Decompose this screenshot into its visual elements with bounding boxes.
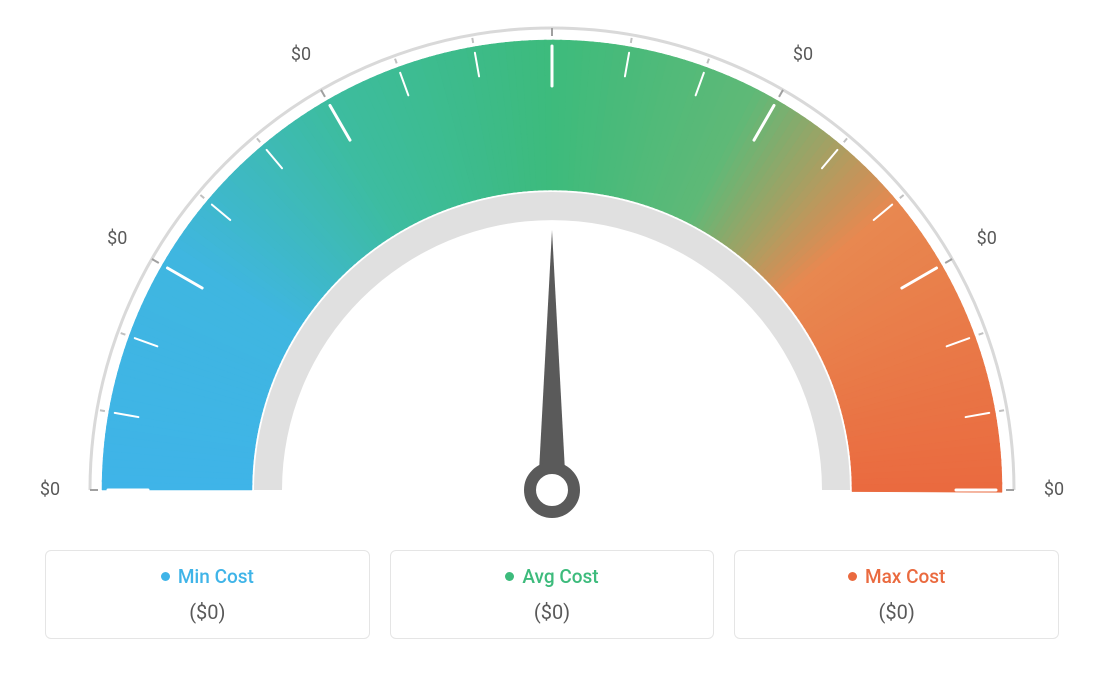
legend-label-min: Min Cost [161, 565, 254, 588]
svg-text:$0: $0 [291, 44, 311, 65]
legend-value-avg: ($0) [391, 600, 714, 624]
legend-label-max: Max Cost [848, 565, 945, 588]
legend-dot-max [848, 572, 857, 581]
svg-text:$0: $0 [793, 44, 813, 65]
legend-text-avg: Avg Cost [522, 565, 598, 588]
legend-label-avg: Avg Cost [505, 565, 598, 588]
svg-text:$0: $0 [107, 228, 127, 249]
legend-dot-avg [505, 572, 514, 581]
legend-dot-min [161, 572, 170, 581]
legend-row: Min Cost ($0) Avg Cost ($0) Max Cost ($0… [0, 550, 1104, 639]
legend-text-max: Max Cost [865, 565, 945, 588]
legend-value-max: ($0) [735, 600, 1058, 624]
gauge-svg: $0$0$0$0$0$0$0 [0, 0, 1104, 540]
gauge-chart: $0$0$0$0$0$0$0 [0, 0, 1104, 540]
svg-text:$0: $0 [40, 479, 60, 500]
legend-card-min: Min Cost ($0) [45, 550, 370, 639]
legend-card-max: Max Cost ($0) [734, 550, 1059, 639]
svg-text:$0: $0 [977, 228, 997, 249]
svg-text:$0: $0 [1044, 479, 1064, 500]
legend-card-avg: Avg Cost ($0) [390, 550, 715, 639]
legend-text-min: Min Cost [178, 565, 254, 588]
legend-value-min: ($0) [46, 600, 369, 624]
